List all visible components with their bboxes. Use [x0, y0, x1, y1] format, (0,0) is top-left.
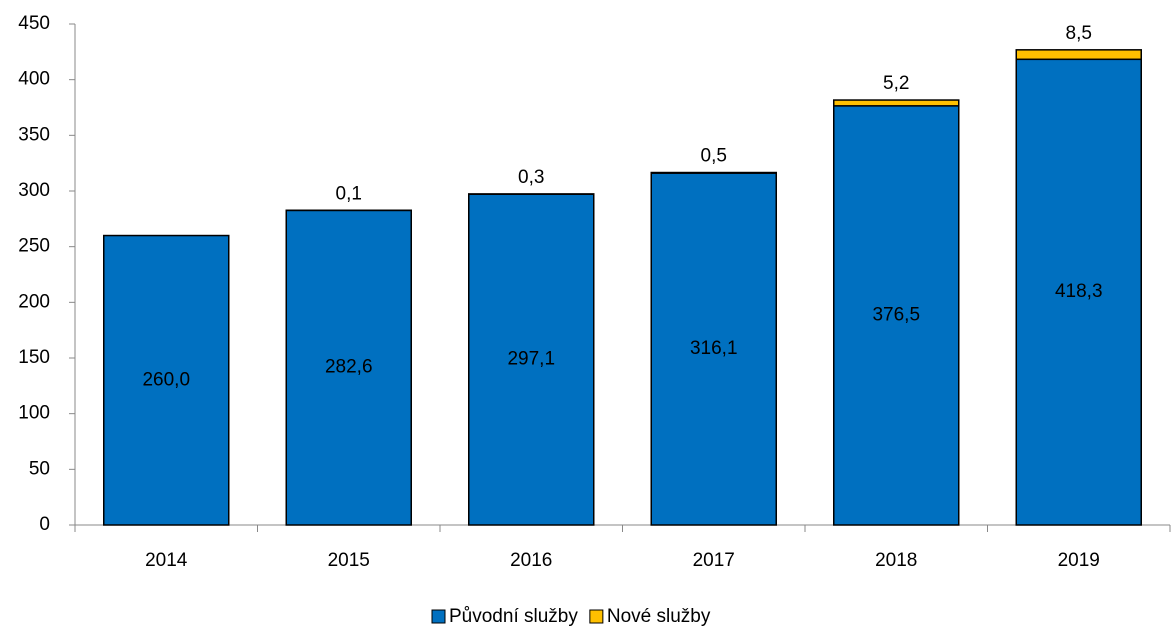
y-tick-label: 400: [18, 69, 50, 90]
data-label: 282,6: [325, 357, 373, 378]
legend-swatch: [589, 609, 604, 624]
y-tick-label: 250: [18, 236, 50, 257]
y-tick-label: 300: [18, 180, 50, 201]
legend-swatch: [431, 609, 446, 624]
y-tick-label: 350: [18, 124, 50, 145]
data-label: 260,0: [142, 369, 190, 390]
bar-segment: [650, 172, 777, 526]
data-label: 376,5: [872, 304, 920, 325]
bar-segment: [1015, 58, 1142, 526]
x-tick-label: 2015: [328, 550, 370, 571]
x-tick-label: 2016: [510, 550, 552, 571]
x-tick-label: 2014: [145, 550, 188, 571]
data-label: 418,3: [1055, 281, 1103, 302]
bar-segment: [103, 234, 230, 526]
data-label: 297,1: [507, 349, 555, 370]
x-tick-label: 2019: [1058, 550, 1100, 571]
x-tick-label: 2018: [875, 550, 917, 571]
y-tick-label: 100: [18, 403, 50, 424]
bar-segment: [285, 209, 412, 526]
legend-label: Původní služby: [449, 606, 578, 627]
y-tick-label: 0: [39, 514, 50, 535]
data-label: 5,2: [883, 73, 909, 94]
y-tick-label: 200: [18, 291, 50, 312]
data-label: 0,1: [336, 183, 362, 204]
y-tick-label: 150: [18, 347, 50, 368]
x-tick-label: 2017: [693, 550, 735, 571]
bar-segment: [650, 171, 777, 174]
y-tick-label: 50: [29, 458, 50, 479]
bar-segment: [1015, 49, 1142, 61]
bar-segment: [833, 105, 960, 526]
data-label: 316,1: [690, 338, 738, 359]
bar-segment: [833, 99, 960, 107]
data-label: 8,5: [1066, 23, 1092, 44]
data-label: 0,5: [701, 146, 727, 167]
data-label: 0,3: [518, 167, 544, 188]
y-tick-label: 450: [18, 13, 50, 34]
legend-label: Nové služby: [607, 606, 711, 627]
bar-segment: [468, 193, 595, 526]
